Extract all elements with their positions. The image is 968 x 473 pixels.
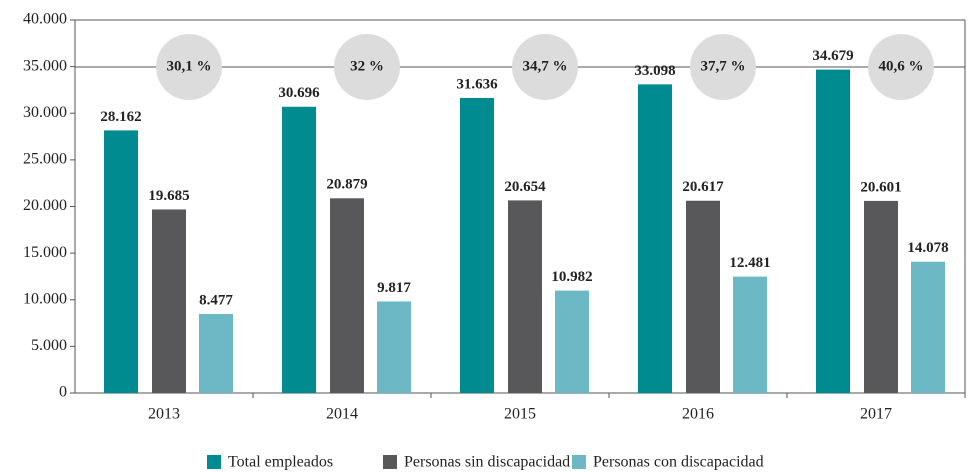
annotation: 34,7 %	[523, 58, 568, 74]
value-label: 20.654	[504, 179, 546, 195]
annotation-bubble	[512, 34, 578, 100]
y-tick-label: 40.000	[23, 11, 67, 28]
value-label: 33.098	[634, 63, 675, 79]
value-label: 20.879	[326, 177, 367, 193]
value-label: 30.696	[278, 85, 320, 101]
bar	[330, 198, 364, 393]
bar	[282, 106, 316, 393]
legend-swatch	[383, 455, 397, 469]
value-label: 28.162	[100, 109, 141, 125]
bar	[555, 290, 589, 393]
legend-label: Personas con discapacidad	[593, 454, 764, 471]
value-label: 20.601	[860, 179, 901, 195]
bar	[104, 130, 138, 393]
x-tick-label: 2014	[326, 406, 358, 423]
x-tick-label: 2013	[148, 406, 180, 423]
value-label: 8.477	[199, 292, 233, 308]
y-tick-label: 20.000	[23, 197, 67, 214]
bar	[733, 276, 767, 393]
annotation-bubble	[868, 34, 934, 100]
bar	[864, 200, 898, 393]
bar	[199, 313, 233, 393]
bar	[638, 84, 672, 394]
bar	[508, 200, 542, 393]
value-label: 31.636	[456, 76, 498, 92]
x-tick-label: 2015	[504, 406, 536, 423]
legend-swatch	[207, 455, 221, 469]
annotation-bubble	[156, 34, 222, 100]
value-label: 19.685	[148, 188, 189, 204]
x-tick-label: 2017	[860, 406, 892, 423]
bar	[460, 97, 494, 394]
y-tick-label: 25.000	[23, 151, 67, 168]
value-label: 14.078	[907, 240, 948, 256]
value-label: 9.817	[377, 280, 411, 296]
legend-swatch	[572, 455, 586, 469]
annotation-bubble	[690, 34, 756, 100]
value-label: 20.617	[682, 179, 724, 195]
y-tick-label: 30.000	[23, 104, 67, 121]
value-label: 12.481	[729, 255, 770, 271]
bar	[152, 209, 186, 393]
y-tick-label: 5.000	[31, 337, 67, 354]
legend-label: Total empleados	[228, 454, 333, 471]
bar	[377, 301, 411, 393]
y-tick-label: 0	[59, 384, 67, 401]
x-tick-label: 2016	[682, 406, 714, 423]
bar	[816, 69, 850, 394]
value-label: 10.982	[551, 269, 592, 285]
value-label: 34.679	[812, 48, 853, 64]
bar	[911, 261, 945, 393]
bar	[686, 200, 720, 393]
annotation-bubble	[334, 34, 400, 100]
annotation: 32 %	[350, 58, 384, 74]
legend-label: Personas sin discapacidad	[404, 454, 570, 471]
annotation: 30,1 %	[167, 58, 212, 74]
annotation: 37,7 %	[701, 58, 746, 74]
y-tick-label: 10.000	[23, 290, 67, 307]
annotation: 40,6 %	[879, 58, 924, 74]
y-tick-label: 35.000	[23, 57, 67, 74]
y-tick-label: 15.000	[23, 244, 67, 261]
